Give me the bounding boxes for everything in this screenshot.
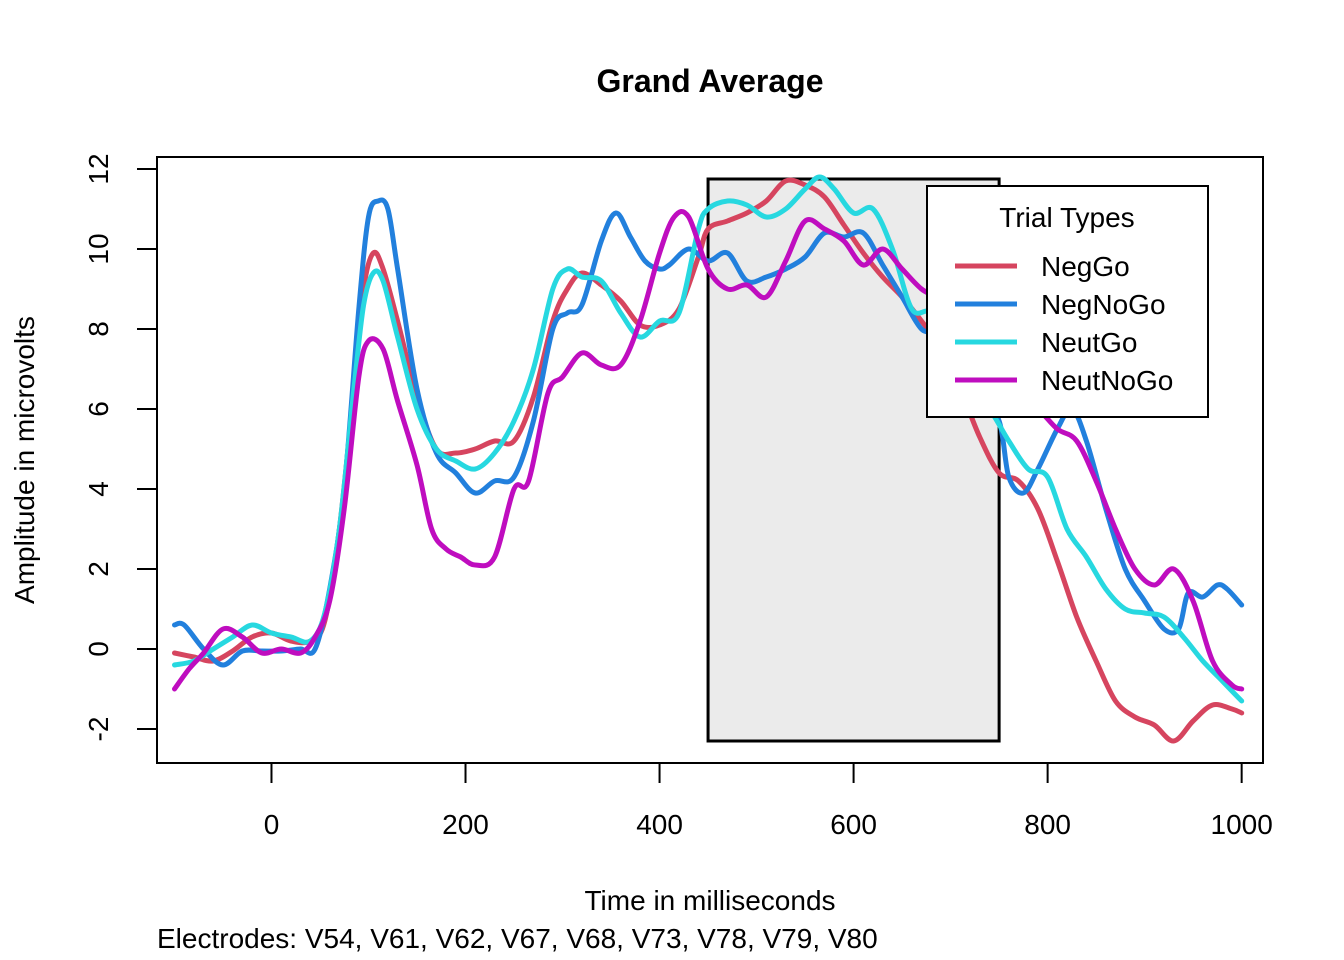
y-tick-label: 10 <box>83 233 114 264</box>
y-tick-label: 6 <box>83 401 114 417</box>
x-axis-label: Time in milliseconds <box>584 885 835 916</box>
y-tick-label: -2 <box>83 717 114 742</box>
chart-title: Grand Average <box>596 63 823 99</box>
x-tick-label: 800 <box>1024 809 1071 840</box>
x-tick-label: 1000 <box>1211 809 1273 840</box>
legend-label-neutnogo: NeutNoGo <box>1041 365 1173 396</box>
legend-label-neutgo: NeutGo <box>1041 327 1138 358</box>
series-line-neutgo <box>172 174 1245 704</box>
y-tick-label: 4 <box>83 481 114 497</box>
x-tick-label: 400 <box>636 809 683 840</box>
series-line-neutnogo <box>172 208 1245 692</box>
legend: Trial Types NegGo NegNoGo NeutGo NeutNoGo <box>926 185 1209 418</box>
electrodes-caption: Electrodes: V54, V61, V62, V67, V68, V73… <box>157 923 878 954</box>
x-tick-label: 600 <box>830 809 877 840</box>
x-tick-label: 200 <box>442 809 489 840</box>
legend-label-neggo: NegGo <box>1041 251 1130 282</box>
legend-label-negnogo: NegNoGo <box>1041 289 1166 320</box>
y-axis-label: Amplitude in microvolts <box>9 316 40 604</box>
y-tick-label: 0 <box>83 641 114 657</box>
legend-title: Trial Types <box>999 202 1134 233</box>
y-tick-label: 12 <box>83 153 114 184</box>
x-axis: 0 200 400 600 800 1000 <box>264 762 1273 840</box>
y-tick-label: 8 <box>83 321 114 337</box>
y-axis: -2 0 2 4 6 8 10 12 <box>83 153 158 742</box>
x-tick-label: 0 <box>264 809 280 840</box>
y-tick-label: 2 <box>83 561 114 577</box>
